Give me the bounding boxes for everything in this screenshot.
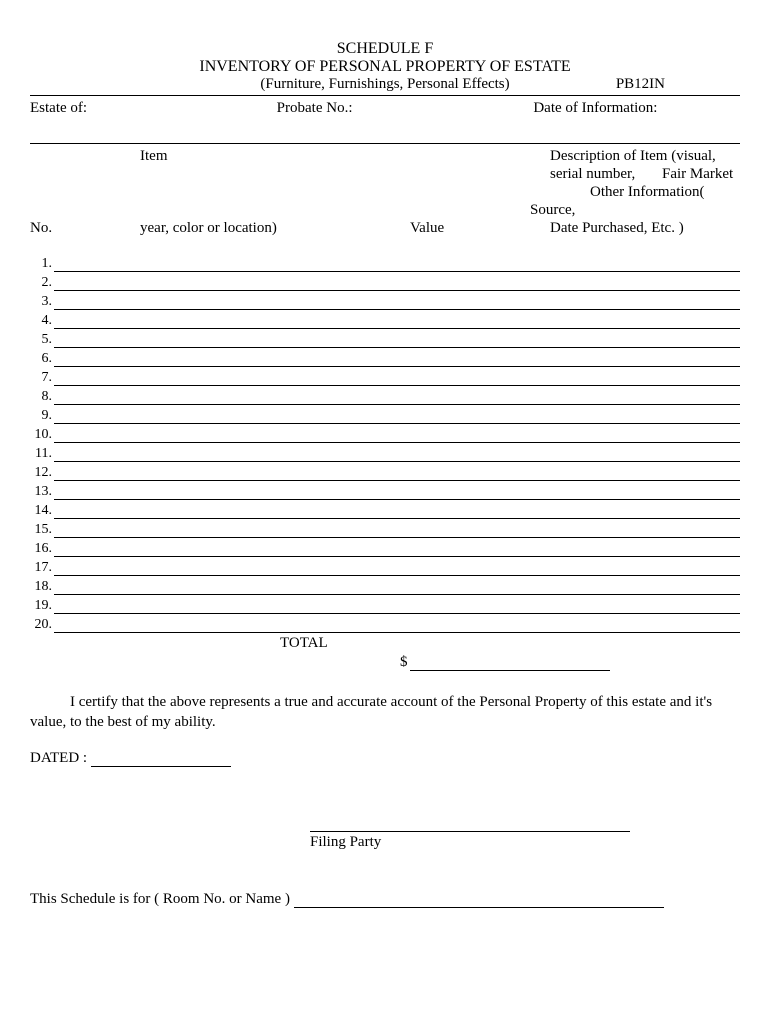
- hdr-item: Item: [140, 148, 168, 165]
- row-input-line[interactable]: [54, 580, 740, 595]
- row-input-line[interactable]: [54, 504, 740, 519]
- subtitle-row: (Furniture, Furnishings, Personal Effect…: [30, 76, 740, 93]
- row-number: 2.: [30, 275, 54, 291]
- schedule-label: This Schedule is for ( Room No. or Name …: [30, 891, 290, 908]
- row-input-line[interactable]: [54, 599, 740, 614]
- hdr-value: Value: [410, 220, 444, 237]
- hdr-desc1: Description of Item (visual,: [550, 148, 716, 165]
- schedule-input-line[interactable]: [294, 893, 664, 908]
- hdr-fair-market: Fair Market: [662, 166, 733, 183]
- row-input-line[interactable]: [54, 371, 740, 386]
- item-row: 15.: [30, 519, 740, 538]
- hdr-desc2: serial number,: [550, 166, 635, 183]
- row-input-line[interactable]: [54, 352, 740, 367]
- form-page: SCHEDULE F INVENTORY OF PERSONAL PROPERT…: [0, 0, 770, 948]
- row-number: 4.: [30, 313, 54, 329]
- row-number: 11.: [30, 446, 54, 462]
- filing-block: Filing Party: [30, 817, 740, 851]
- title-schedule: SCHEDULE F: [30, 40, 740, 58]
- row-number: 15.: [30, 522, 54, 538]
- row-number: 17.: [30, 560, 54, 576]
- row-number: 13.: [30, 484, 54, 500]
- subtitle-text: (Furniture, Furnishings, Personal Effect…: [260, 76, 509, 93]
- item-row: 19.: [30, 595, 740, 614]
- row-input-line[interactable]: [54, 333, 740, 348]
- item-row: 13.: [30, 481, 740, 500]
- date-info-label: Date of Information:: [483, 100, 740, 117]
- item-row: 10.: [30, 424, 740, 443]
- hdr-other: Other Information(: [590, 184, 705, 201]
- row-number: 10.: [30, 427, 54, 443]
- dated-row: DATED :: [30, 750, 740, 767]
- row-number: 19.: [30, 598, 54, 614]
- item-row: 18.: [30, 576, 740, 595]
- row-input-line[interactable]: [54, 485, 740, 500]
- item-row: 2.: [30, 272, 740, 291]
- dated-input-line[interactable]: [91, 752, 231, 767]
- item-row: 1.: [30, 253, 740, 272]
- row-input-line[interactable]: [54, 257, 740, 272]
- certify-text: I certify that the above represents a tr…: [30, 693, 740, 732]
- column-headers: Item Description of Item (visual, serial…: [30, 148, 740, 243]
- hdr-no: No.: [30, 220, 52, 237]
- estate-label: Estate of:: [30, 100, 237, 117]
- row-input-line[interactable]: [54, 428, 740, 443]
- row-input-line[interactable]: [54, 295, 740, 310]
- row-number: 20.: [30, 617, 54, 633]
- row-number: 14.: [30, 503, 54, 519]
- item-row: 7.: [30, 367, 740, 386]
- row-number: 6.: [30, 351, 54, 367]
- row-input-line[interactable]: [54, 561, 740, 576]
- item-row: 11.: [30, 443, 740, 462]
- row-number: 12.: [30, 465, 54, 481]
- filing-signature-line[interactable]: [310, 817, 630, 832]
- total-input-line[interactable]: [410, 656, 610, 671]
- divider-top: [30, 95, 740, 96]
- total-label: TOTAL: [30, 635, 740, 652]
- filing-label: Filing Party: [310, 834, 740, 851]
- item-row: 12.: [30, 462, 740, 481]
- hdr-source: Source,: [530, 202, 575, 219]
- item-row: 9.: [30, 405, 740, 424]
- schedule-row: This Schedule is for ( Room No. or Name …: [30, 891, 740, 908]
- row-input-line[interactable]: [54, 542, 740, 557]
- total-amount-row: $: [30, 654, 740, 671]
- row-number: 5.: [30, 332, 54, 348]
- row-number: 1.: [30, 256, 54, 272]
- hdr-date-purchased: Date Purchased, Etc. ): [550, 220, 684, 237]
- item-row: 5.: [30, 329, 740, 348]
- row-number: 18.: [30, 579, 54, 595]
- row-number: 7.: [30, 370, 54, 386]
- row-input-line[interactable]: [54, 466, 740, 481]
- item-row: 16.: [30, 538, 740, 557]
- row-number: 8.: [30, 389, 54, 405]
- row-input-line[interactable]: [54, 409, 740, 424]
- item-row: 6.: [30, 348, 740, 367]
- item-row: 17.: [30, 557, 740, 576]
- hdr-year: year, color or location): [140, 220, 277, 237]
- row-input-line[interactable]: [54, 276, 740, 291]
- row-input-line[interactable]: [54, 523, 740, 538]
- row-input-line[interactable]: [54, 447, 740, 462]
- title-block: SCHEDULE F INVENTORY OF PERSONAL PROPERT…: [30, 40, 740, 93]
- divider-info: [30, 143, 740, 144]
- row-input-line[interactable]: [54, 618, 740, 633]
- item-row: 20.: [30, 614, 740, 633]
- form-code: PB12IN: [616, 76, 665, 93]
- item-row: 8.: [30, 386, 740, 405]
- dated-label: DATED :: [30, 750, 87, 767]
- item-row: 14.: [30, 500, 740, 519]
- title-inventory: INVENTORY OF PERSONAL PROPERTY OF ESTATE: [30, 58, 740, 76]
- item-rows: 1. 2. 3. 4. 5. 6. 7. 8. 9. 10. 11. 12. 1…: [30, 253, 740, 633]
- item-row: 4.: [30, 310, 740, 329]
- row-number: 3.: [30, 294, 54, 310]
- row-input-line[interactable]: [54, 314, 740, 329]
- probate-label: Probate No.:: [237, 100, 484, 117]
- currency-symbol: $: [400, 654, 410, 671]
- row-number: 16.: [30, 541, 54, 557]
- row-input-line[interactable]: [54, 390, 740, 405]
- info-row: Estate of: Probate No.: Date of Informat…: [30, 98, 740, 119]
- row-number: 9.: [30, 408, 54, 424]
- item-row: 3.: [30, 291, 740, 310]
